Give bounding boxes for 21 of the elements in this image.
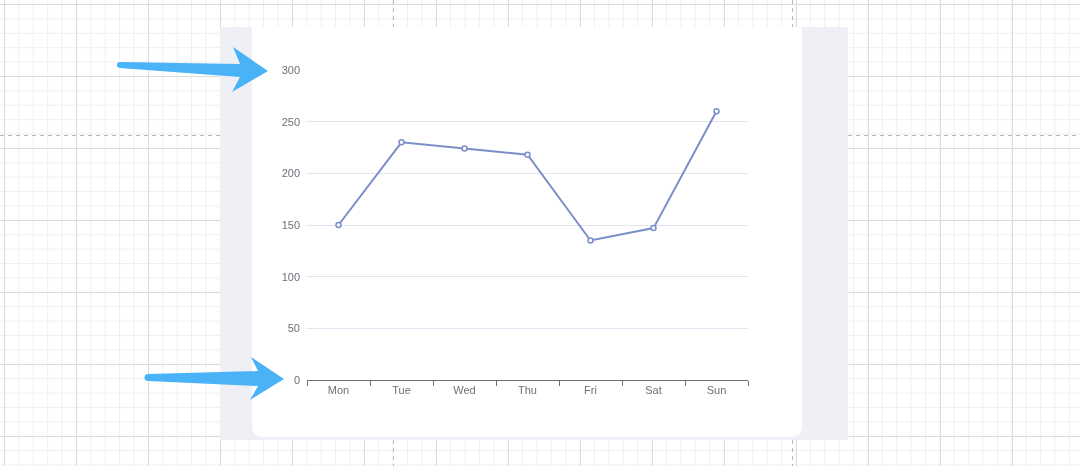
point — [650, 224, 657, 232]
point — [587, 237, 594, 244]
point — [524, 151, 531, 158]
x-tick-label: Wed — [453, 384, 476, 397]
x-tick-label: Mon — [327, 384, 350, 397]
y-tick-label: 150 — [281, 218, 300, 231]
point — [335, 221, 342, 229]
x-tick-label: Fri — [584, 384, 597, 397]
y-tick-label: 100 — [281, 270, 300, 283]
x-tick-label: Tue — [392, 384, 411, 397]
y-tick-label: 250 — [281, 115, 300, 128]
y-tick-label: 300 — [281, 63, 300, 76]
y-tick-label: 0 — [293, 373, 300, 386]
x-tick-label: Sun — [706, 384, 727, 397]
point — [461, 145, 468, 152]
point — [713, 108, 720, 115]
point — [398, 139, 405, 146]
x-tick-label: Thu — [518, 384, 537, 397]
y-tick-label: 50 — [287, 322, 300, 335]
y-tick-label: 200 — [281, 167, 300, 180]
x-tick-label: Sat — [645, 384, 662, 397]
